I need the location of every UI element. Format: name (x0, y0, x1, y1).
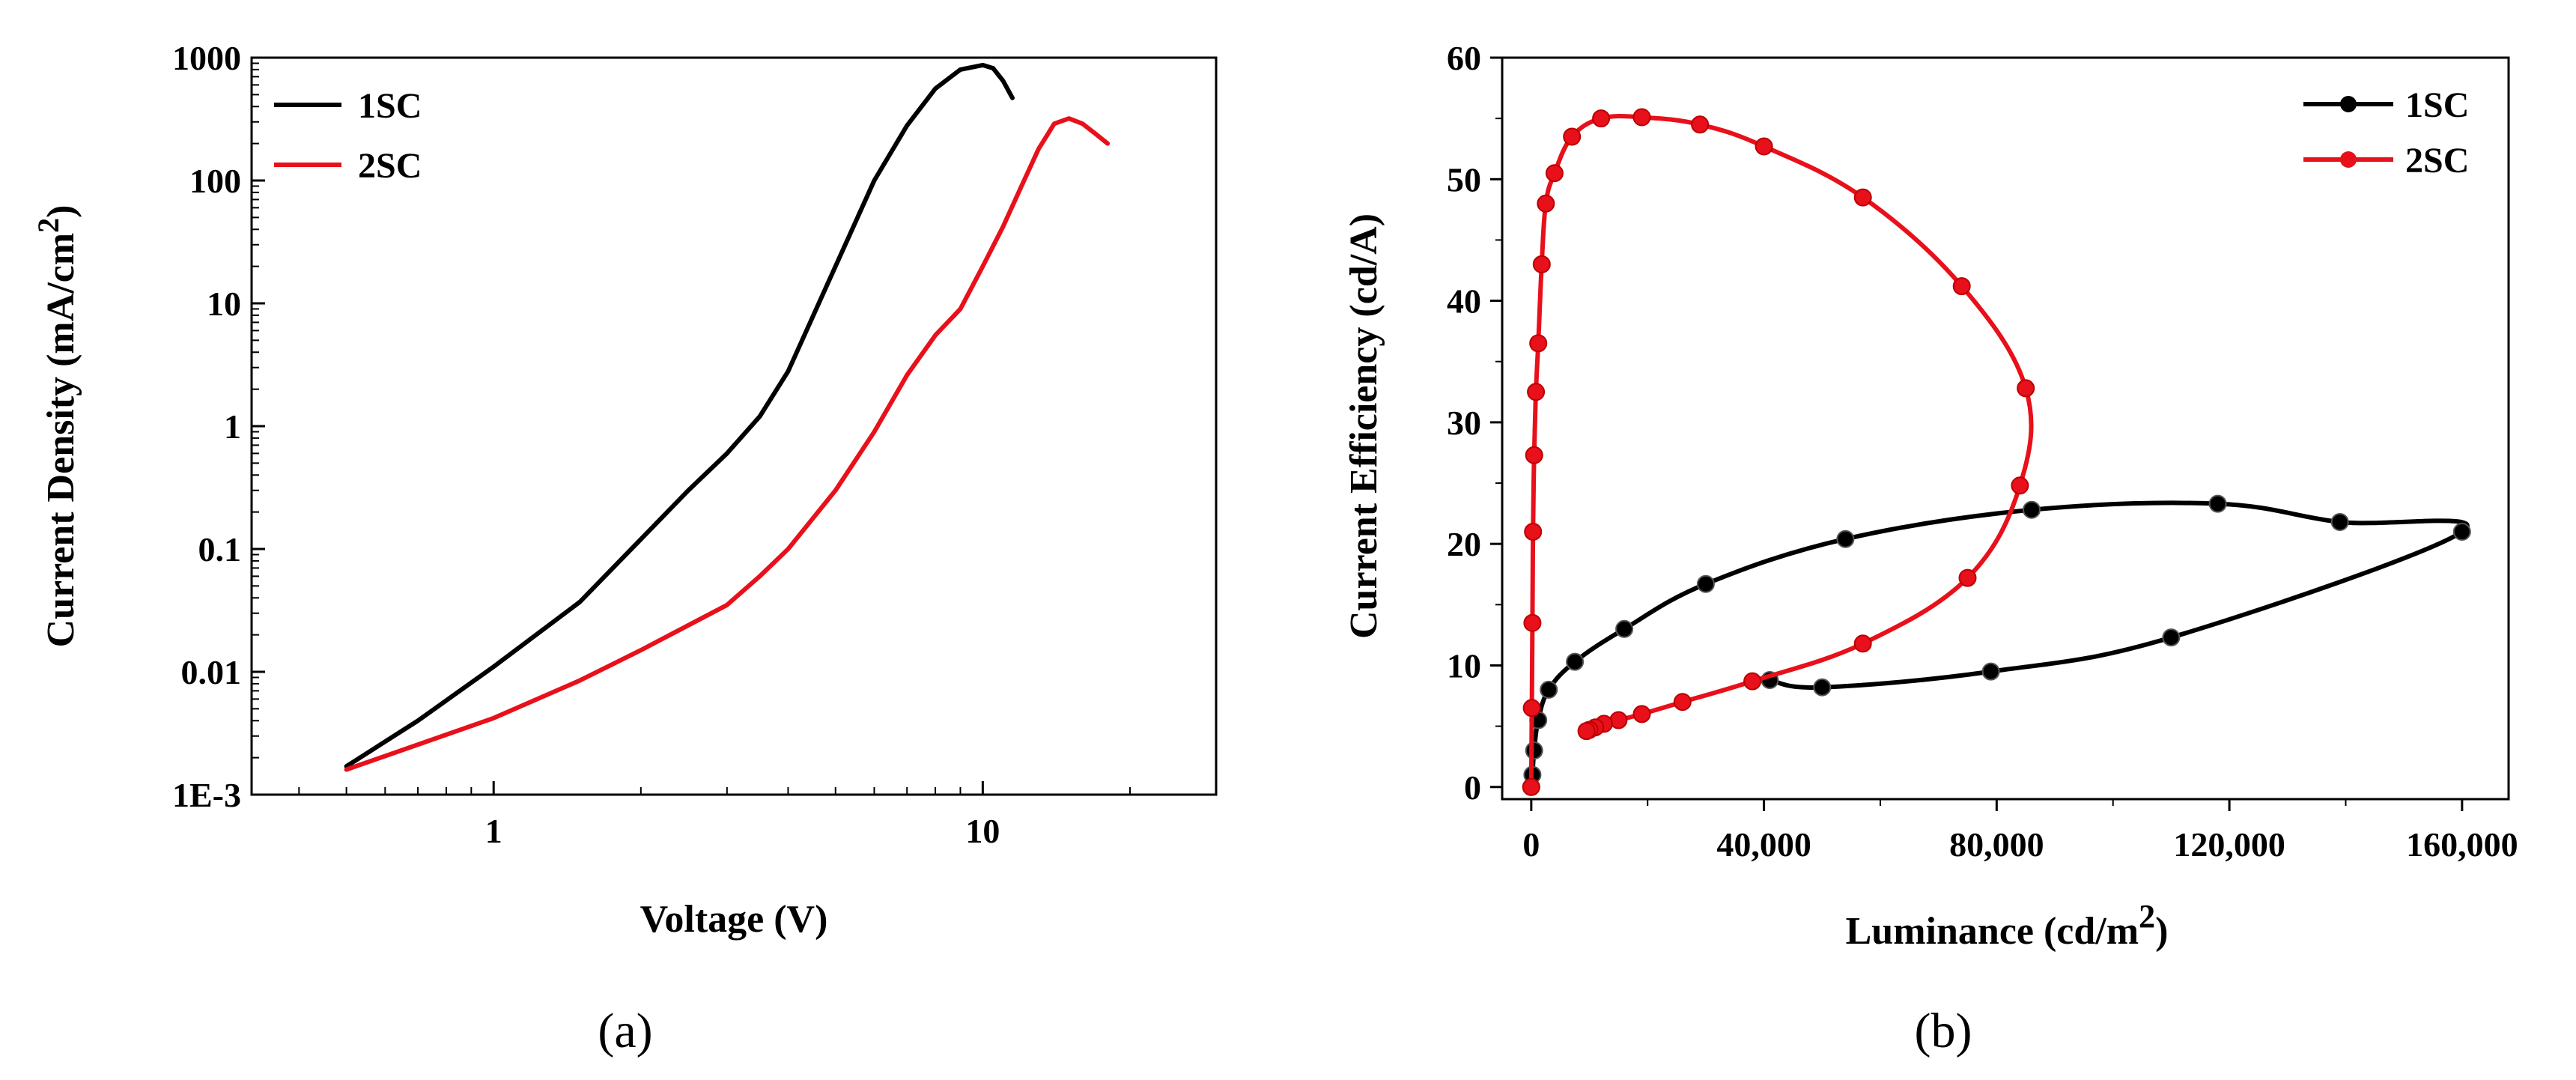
data-point-2sc-b (1524, 523, 1543, 541)
y-tick-label-b: 50 (1447, 160, 1481, 198)
data-point-2sc-b (2017, 379, 2035, 398)
data-point-1sc-b (2208, 494, 2227, 513)
data-point-2sc-b (1537, 194, 1555, 213)
series-line-1sc-a (344, 62, 1015, 769)
legend-label-2sc-b: 2SC (2405, 141, 2469, 180)
tick-group-a: 1E-3 0.01 0.1 1 10 100 1000 1 10 (172, 39, 1217, 850)
y-tick-label-a: 10 (207, 285, 241, 323)
data-point-2sc-b (1958, 568, 1977, 587)
caption-a: (a) (598, 1004, 652, 1058)
data-point-2sc-b (1743, 672, 1762, 691)
caption-b: (b) (1915, 1004, 1972, 1058)
data-point-2sc-b (1523, 613, 1542, 632)
data-point-1sc-b (2162, 628, 2181, 647)
legend-a: 1SC 2SC (274, 86, 422, 186)
plot-frame-b (1501, 56, 2510, 801)
x-tick-label-a: 1 (485, 812, 502, 850)
x-axis-label-b: Luminance (cd/m2) (1846, 898, 2169, 953)
data-point-2sc-b (1673, 693, 1692, 712)
data-point-1sc-b (2023, 500, 2041, 519)
x-tick-label-b: 40,000 (1716, 825, 1811, 864)
x-tick-label-b: 0 (1522, 825, 1540, 864)
data-point-2sc-b (1527, 383, 1546, 401)
data-point-1sc-b (1696, 574, 1715, 593)
data-point-2sc-b (1522, 699, 1541, 718)
x-tick-label-b: 160,000 (2406, 825, 2518, 864)
y-tick-label-b: 40 (1447, 282, 1481, 321)
legend-marker-2sc-b (2340, 151, 2357, 168)
data-point-2sc-b (1632, 108, 1651, 127)
legend-label-1sc-b: 1SC (2405, 85, 2469, 125)
y-tick-label-a: 1000 (172, 39, 241, 77)
y-tick-label-b: 0 (1464, 768, 1481, 807)
x-tick-label-a: 10 (965, 812, 1000, 850)
y-tick-label-b: 20 (1447, 525, 1481, 563)
data-point-2sc-b (1755, 137, 1773, 156)
y-tick-label-b: 10 (1447, 646, 1481, 685)
y-tick-label-a: 0.1 (198, 530, 242, 568)
y-tick-label-b: 30 (1447, 404, 1481, 442)
data-point-2sc-b (1563, 127, 1582, 146)
legend-label-2sc-a: 2SC (358, 146, 422, 186)
data-point-2sc-b (1522, 777, 1540, 796)
data-point-2sc-b (1525, 446, 1543, 464)
data-point-2sc-b (1529, 334, 1548, 353)
x-tick-label-b: 80,000 (1949, 825, 2044, 864)
y-axis-label-a: Current Density (mA/cm2) (31, 205, 82, 648)
y-tick-label-a: 0.01 (181, 653, 242, 691)
data-point-1sc-b (1525, 741, 1543, 760)
data-point-2sc-b (1853, 188, 1872, 207)
y-tick-label-a: 1E-3 (172, 776, 241, 814)
tick-group-b: 0 10 20 30 40 50 60 0 40,000 80,000 120,000 160,000 (1447, 39, 2518, 864)
series-line-2sc-b (1528, 114, 2034, 789)
data-point-2sc-b (1545, 164, 1564, 183)
plot-area-b (1522, 108, 2471, 796)
data-point-2sc-b (1609, 711, 1628, 729)
x-axis-label-a: Voltage (V) (640, 898, 828, 941)
legend-label-1sc-a: 1SC (358, 86, 422, 126)
chart-panel-b: 0 10 20 30 40 50 60 0 40,000 80,000 120,000 160,000… (1343, 39, 2518, 1058)
data-point-2sc-b (1632, 705, 1651, 723)
data-point-1sc-b (2452, 523, 2471, 541)
y-axis-label-b: Current Efficiency (cd/A) (1343, 213, 1385, 639)
data-point-1sc-b (1615, 619, 1634, 638)
chart-panel-a: 1E-3 0.01 0.1 1 10 100 1000 1 10 Voltage (V) Cur… (31, 39, 1218, 1058)
y-tick-label-a: 100 (189, 162, 241, 200)
data-point-2sc-b (1853, 634, 1872, 653)
data-point-1sc-b (1981, 662, 2000, 681)
data-point-2sc-b (2011, 476, 2029, 495)
data-point-1sc-b (1813, 678, 1832, 697)
data-point-2sc-b (1577, 722, 1596, 741)
series-line-2sc-a (344, 116, 1111, 772)
data-point-1sc-b (1566, 652, 1585, 671)
x-tick-label-b: 120,000 (2173, 825, 2285, 864)
data-point-1sc-b (1540, 680, 1558, 699)
legend-marker-1sc-b (2340, 96, 2357, 112)
data-point-2sc-b (1952, 277, 1971, 296)
data-point-2sc-b (1532, 255, 1551, 273)
data-point-1sc-b (1836, 530, 1855, 548)
y-tick-label-a: 1 (224, 407, 241, 446)
plot-area-a (344, 62, 1111, 772)
y-tick-label-b: 60 (1447, 39, 1481, 77)
data-point-1sc-b (2330, 513, 2349, 531)
data-point-2sc-b (1592, 109, 1611, 128)
data-point-2sc-b (1691, 115, 1710, 134)
